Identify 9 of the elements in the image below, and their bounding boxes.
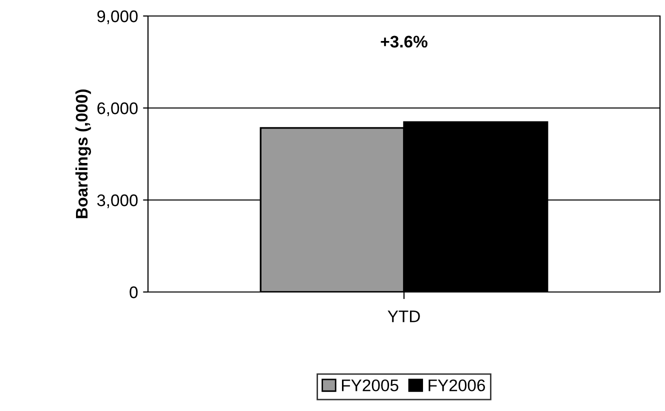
legend-label: FY2006 [428,379,485,392]
y-tick-label: 3,000 [97,194,138,208]
y-tick-label: 9,000 [97,10,138,24]
legend-label: FY2005 [342,379,398,392]
y-tick-label: 0 [130,286,138,298]
y-axis-title: Boardings (,000) [75,90,92,218]
y-tick-label: 6,000 [97,102,138,116]
x-tick-label: YTD [388,310,420,322]
annotation: +3.6% [380,36,428,48]
